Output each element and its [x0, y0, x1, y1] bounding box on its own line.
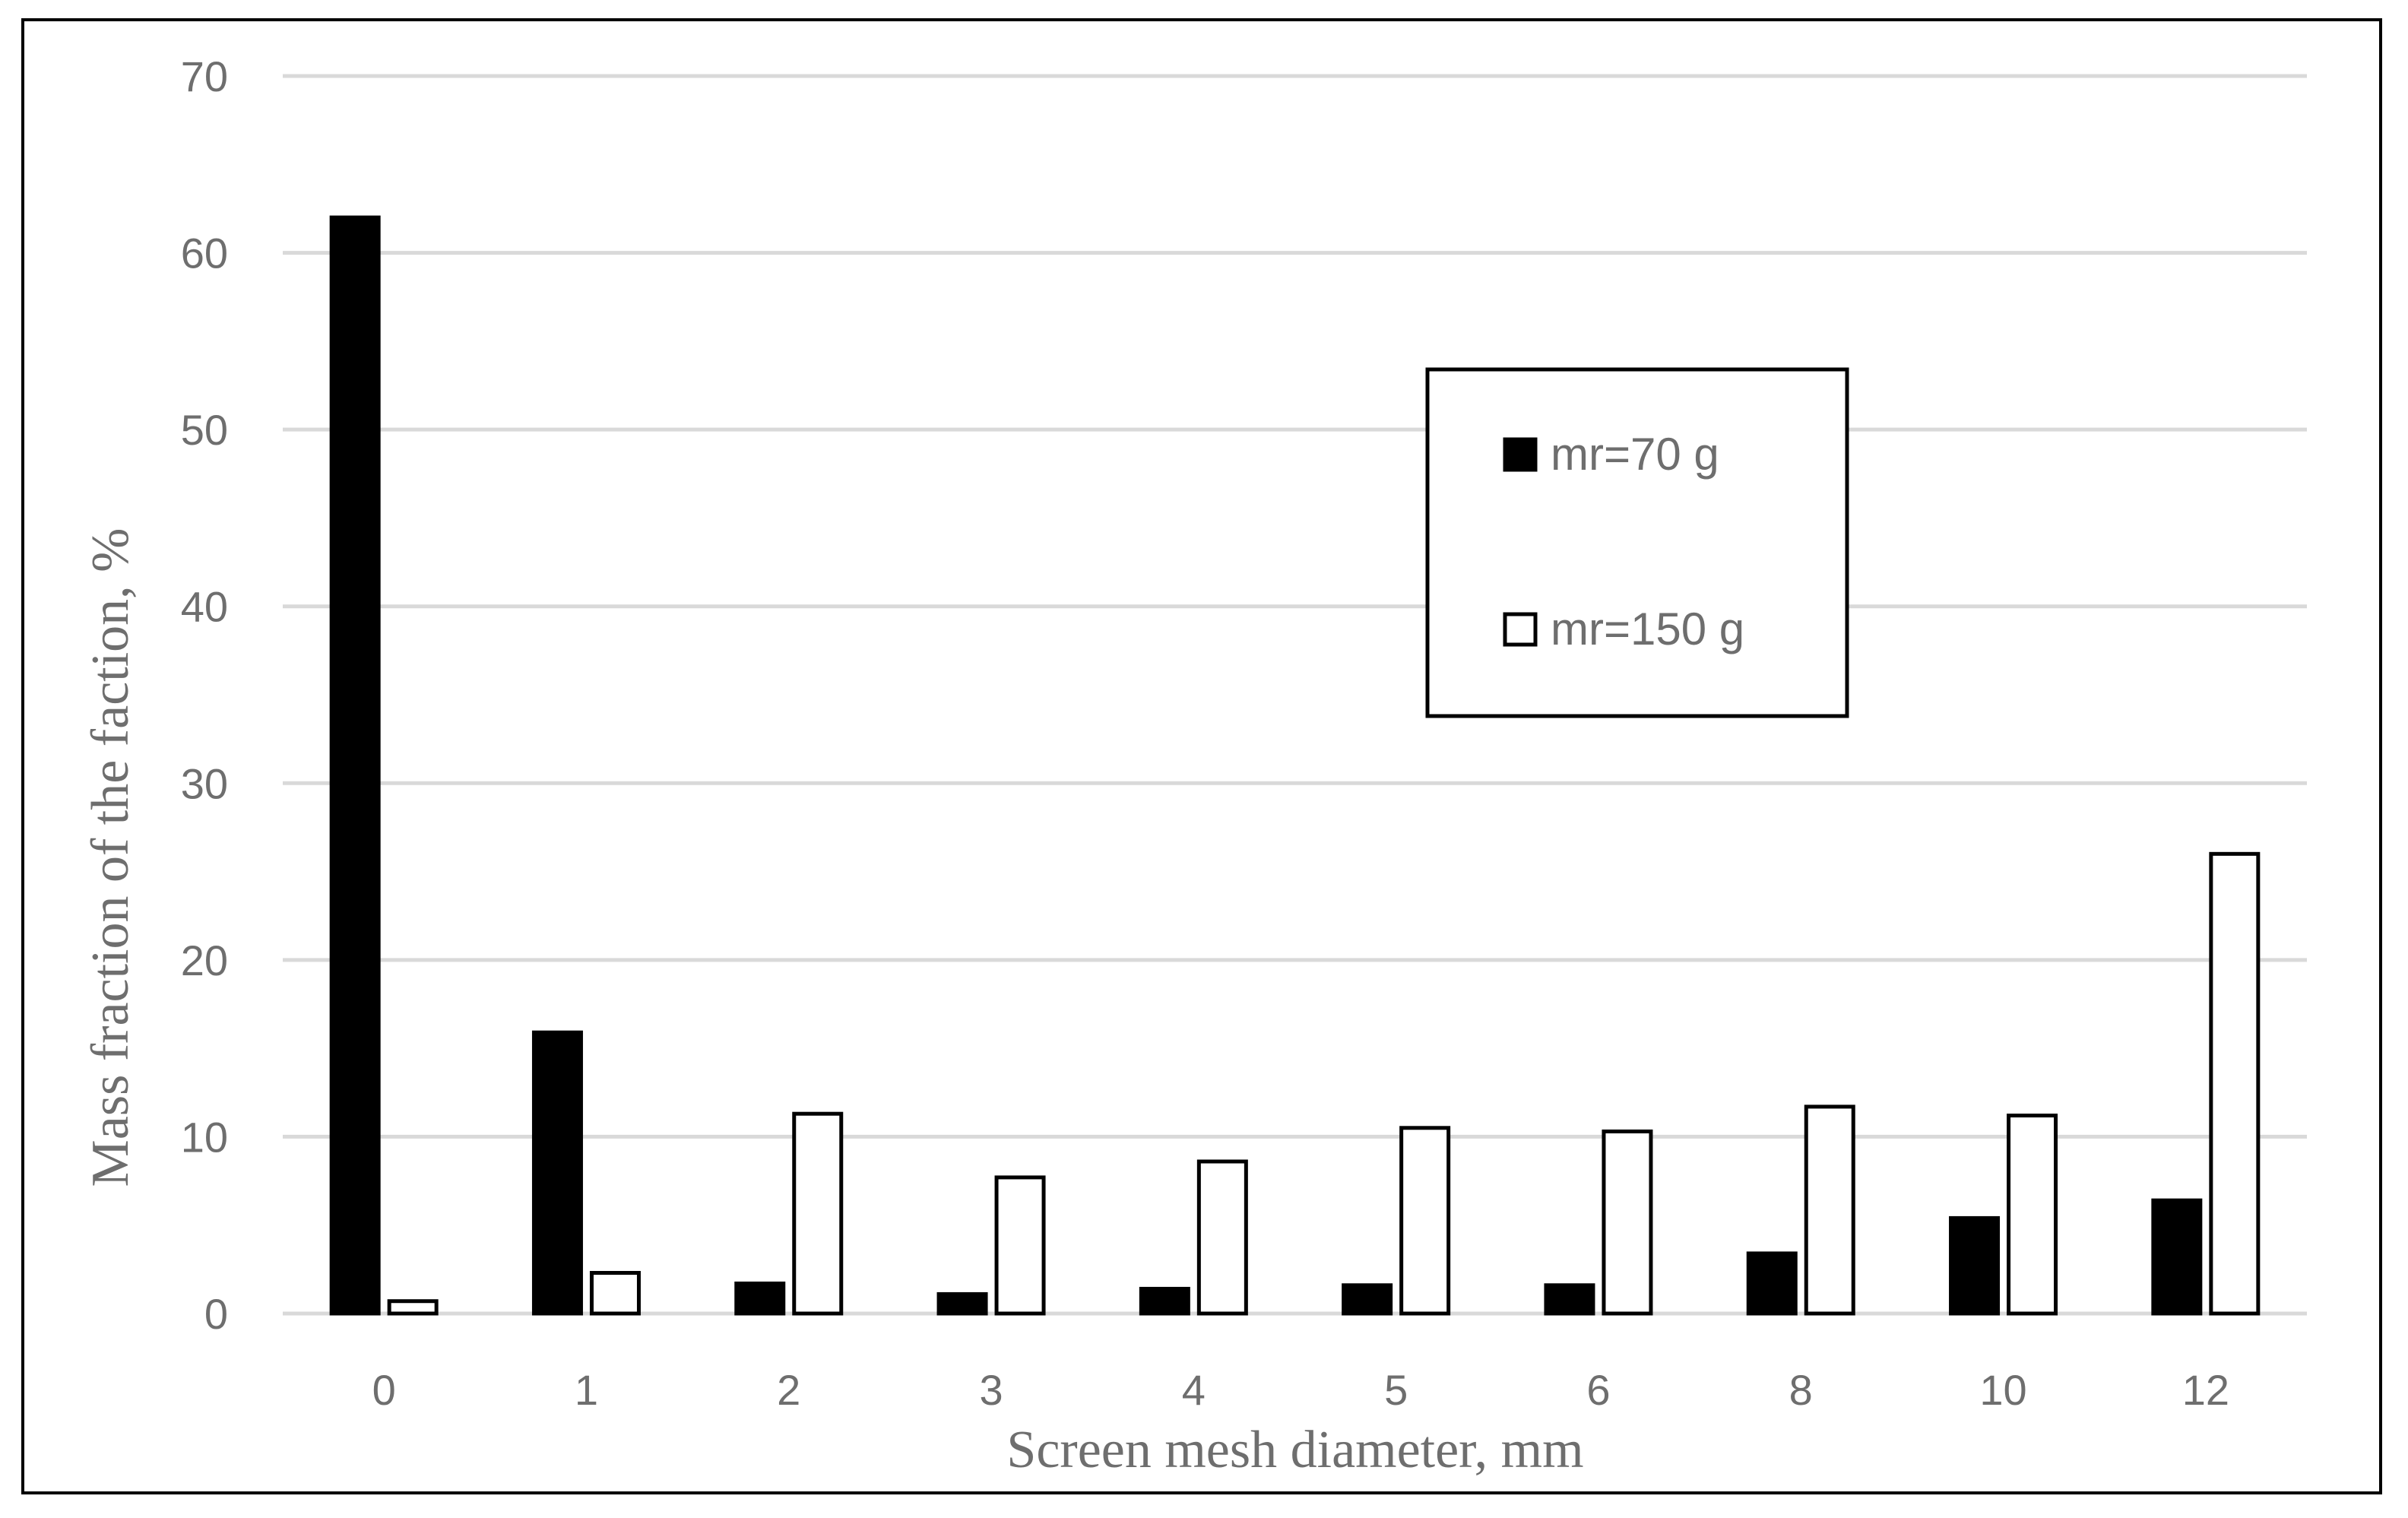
y-tick-label: 10 [181, 1113, 228, 1161]
x-tick-label: 2 [777, 1366, 800, 1414]
y-tick-label: 60 [181, 230, 228, 277]
bar-mr70 [2151, 1198, 2203, 1316]
legend-label-mr150: mr=150 g [1551, 604, 1744, 654]
x-tick-label: 0 [372, 1366, 396, 1414]
bar-mr70 [329, 215, 381, 1316]
y-tick-label: 50 [181, 406, 228, 454]
x-tick-label: 1 [575, 1366, 598, 1414]
y-tick-label: 20 [181, 936, 228, 984]
bar-mr150 [1399, 1126, 1451, 1316]
bar-mr70 [734, 1281, 786, 1316]
y-tick-label: 0 [204, 1290, 228, 1338]
legend-swatch-mr150 [1503, 612, 1538, 647]
x-tick-label: 6 [1586, 1366, 1610, 1414]
bar-mr70 [531, 1030, 583, 1316]
gridlines [283, 74, 2307, 1316]
bar-mr150 [1196, 1159, 1248, 1316]
bar-mr150 [2007, 1114, 2058, 1316]
bar-mr70 [1544, 1283, 1595, 1316]
x-tick-label: 12 [2182, 1366, 2229, 1414]
legend-swatch-mr70 [1503, 437, 1538, 472]
bar-mr70 [936, 1291, 988, 1316]
bar-mr150 [1602, 1129, 1653, 1316]
bar-mr70 [1139, 1286, 1190, 1316]
bars [329, 215, 2261, 1316]
bar-mr150 [792, 1111, 844, 1316]
y-tick-label: 30 [181, 759, 228, 807]
y-tick-label: 70 [181, 52, 228, 100]
legend-box [1425, 367, 1849, 718]
bar-mr150 [387, 1299, 439, 1316]
bar-mr150 [994, 1175, 1046, 1316]
x-tick-label: 8 [1789, 1366, 1813, 1414]
bar-mr70 [1949, 1215, 2001, 1316]
bar-mr150 [2209, 851, 2261, 1316]
legend-label-mr70: mr=70 g [1551, 429, 1719, 480]
x-tick-label: 4 [1182, 1366, 1206, 1414]
x-tick-label: 3 [979, 1366, 1003, 1414]
bar-mr150 [1804, 1104, 1855, 1316]
x-axis-title: Screen mesh diameter, mm [1006, 1421, 1583, 1479]
y-tick-label: 40 [181, 583, 228, 631]
legend: mr=70 g mr=150 g [1425, 367, 1849, 718]
y-tick-labels: 0 10 20 30 40 50 60 70 [181, 52, 228, 1338]
bar-mr150 [589, 1271, 641, 1316]
y-axis-title: Mass fraction of the faction, % [81, 528, 140, 1187]
x-tick-label: 10 [1979, 1366, 2026, 1414]
x-tick-label: 5 [1384, 1366, 1408, 1414]
bar-mr70 [1342, 1283, 1393, 1316]
bar-mr70 [1746, 1251, 1798, 1316]
x-tick-labels: 0 1 2 3 4 5 6 8 10 12 [372, 1366, 2229, 1414]
